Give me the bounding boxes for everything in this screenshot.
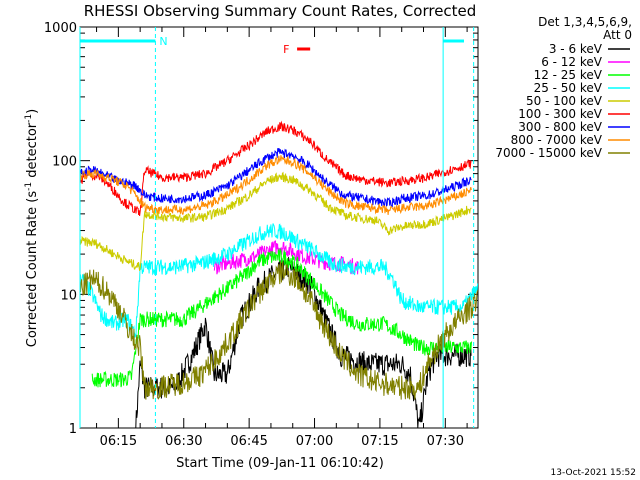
legend-label: 800 - 7000 keV [511,133,603,147]
y-label-part1: Corrected Count Rate (s [25,191,40,348]
flare-marker-label: F [283,43,289,56]
y-tick-label: 100 [52,155,77,170]
series-line-7 [79,155,472,215]
timestamp: 13-Oct-2021 15:52 [551,468,636,478]
x-tick-label: 07:30 [427,434,464,449]
series-line-2 [91,248,472,388]
legend-label: 300 - 800 keV [518,120,602,134]
night-bar-label: N [159,35,167,48]
legend-label: 12 - 25 keV [534,68,603,82]
y-label-part2: detector [25,122,40,182]
legend-label: 7000 - 15000 keV [495,146,602,160]
series-layer [79,120,479,429]
chart-title: RHESSI Observing Summary Count Rates, Co… [84,2,477,20]
x-tick-label: 06:30 [165,434,202,449]
legend-header-line1: Det 1,3,4,5,6,9, [538,15,632,29]
x-axis: 06:15 06:30 06:45 07:00 07:15 07:30 [96,27,468,449]
legend-label: 25 - 50 keV [534,81,603,95]
x-tick-label: 07:00 [296,434,333,449]
legend-label: 6 - 12 keV [541,55,603,69]
y-label-sup1: -1 [24,182,34,191]
x-tick-label: 06:45 [230,434,267,449]
legend-label: 100 - 300 keV [518,107,602,121]
x-tick-label: 06:15 [100,434,137,449]
y-tick-label: 10 [60,288,77,303]
y-axis-label: Corrected Count Rate (s-1 detector-1) [24,109,40,347]
y-tick-label: 1 [69,422,77,437]
y-label-sup2: -1 [24,114,34,123]
x-tick-label: 07:15 [361,434,398,449]
series-line-3 [79,223,479,338]
y-tick-label: 1000 [44,21,77,36]
markers-layer: NF [79,27,475,428]
legend-label: 50 - 100 keV [526,94,603,108]
series-line-4 [79,171,472,271]
series-line-8 [79,261,479,400]
y-label-part3: ) [25,109,40,114]
legend-header-line2: Att 0 [603,28,632,42]
x-axis-label: Start Time (09-Jan-11 06:10:42) [176,456,384,471]
series-line-5 [79,120,472,217]
legend-label: 3 - 6 keV [549,42,603,56]
series-line-6 [79,148,472,208]
